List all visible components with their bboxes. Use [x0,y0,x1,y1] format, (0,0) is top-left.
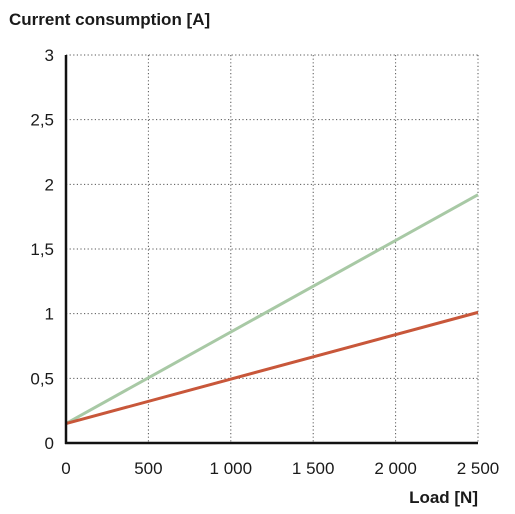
x-axis-title: Load [N] [409,488,478,507]
x-tick-label: 2 500 [457,459,500,478]
x-tick-label: 1 000 [210,459,253,478]
x-tick-label: 1 500 [292,459,335,478]
tick-labels: 0 0,5 1 1,5 2 2,5 3 0 500 1 000 1 500 2 000 2 500 [30,46,499,478]
x-tick-label: 0 [61,459,70,478]
y-tick-label: 1,5 [30,240,54,259]
axes [64,55,478,445]
y-axis-title: Current consumption [A] [9,10,210,29]
y-tick-label: 0 [45,434,54,453]
series-layer [65,193,479,426]
y-tick-label: 2,5 [30,111,54,130]
y-tick-label: 2 [45,175,54,194]
series-line [65,310,479,426]
grid [66,54,479,443]
series-line [65,193,479,425]
x-tick-label: 2 000 [374,459,417,478]
y-tick-label: 0,5 [30,369,54,388]
y-tick-label: 3 [45,46,54,65]
y-tick-label: 1 [45,305,54,324]
x-tick-label: 500 [134,459,162,478]
